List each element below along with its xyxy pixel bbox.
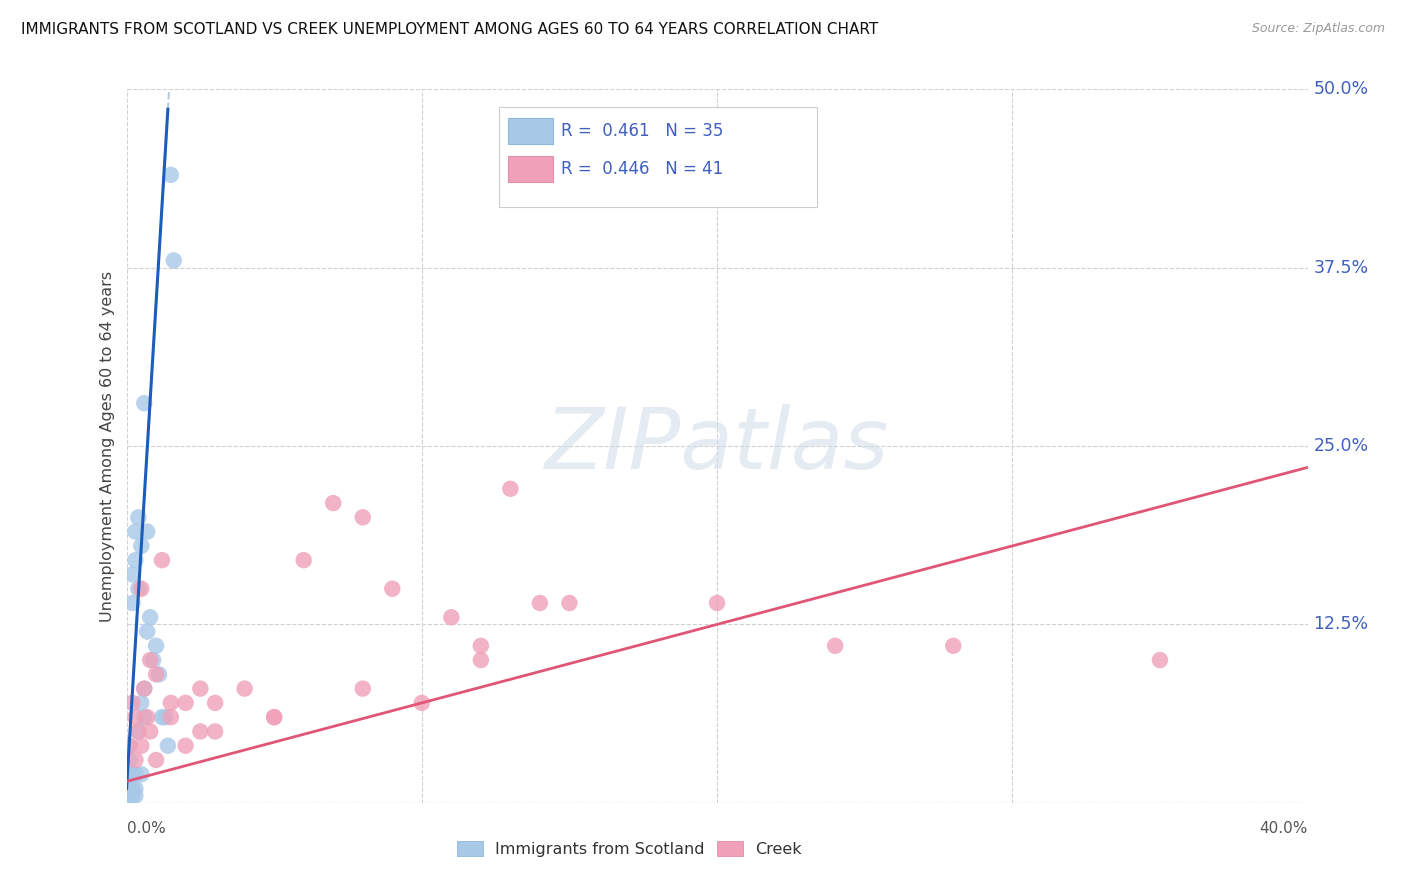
Point	[118, 753, 141, 767]
Point	[129, 539, 153, 553]
Point	[129, 767, 153, 781]
Point	[118, 781, 141, 796]
Point	[148, 667, 170, 681]
Text: 0.0%: 0.0%	[127, 821, 166, 836]
Point	[127, 724, 149, 739]
Point	[134, 396, 156, 410]
Point	[153, 710, 176, 724]
Point	[163, 253, 186, 268]
Point	[150, 710, 173, 724]
Point	[174, 739, 197, 753]
Point	[121, 767, 143, 781]
FancyBboxPatch shape	[499, 107, 817, 207]
Point	[322, 496, 344, 510]
Point	[139, 724, 162, 739]
Point	[121, 696, 143, 710]
Point	[124, 767, 146, 781]
Point	[139, 653, 162, 667]
Point	[558, 596, 581, 610]
Point	[136, 624, 159, 639]
Text: Creek: Creek	[755, 842, 801, 856]
Text: Immigrants from Scotland: Immigrants from Scotland	[495, 842, 704, 856]
Point	[706, 596, 728, 610]
Point	[134, 710, 156, 724]
Point	[134, 681, 156, 696]
Text: 50.0%: 50.0%	[1313, 80, 1368, 98]
Point	[381, 582, 404, 596]
Text: ZIPatlas: ZIPatlas	[546, 404, 889, 488]
Text: R =  0.446   N = 41: R = 0.446 N = 41	[561, 161, 724, 178]
Point	[470, 653, 492, 667]
Text: 37.5%: 37.5%	[1313, 259, 1368, 277]
Point	[129, 582, 153, 596]
Point	[124, 710, 146, 724]
Point	[134, 681, 156, 696]
Point	[145, 753, 167, 767]
FancyBboxPatch shape	[717, 840, 742, 856]
Point	[124, 781, 146, 796]
Point	[824, 639, 846, 653]
Point	[174, 696, 197, 710]
Point	[411, 696, 433, 710]
Point	[292, 553, 315, 567]
Point	[942, 639, 965, 653]
Text: 25.0%: 25.0%	[1313, 437, 1368, 455]
Point	[188, 724, 211, 739]
Point	[145, 667, 167, 681]
Point	[118, 789, 141, 803]
Point	[156, 739, 179, 753]
Point	[118, 767, 141, 781]
Point	[127, 724, 149, 739]
Point	[159, 168, 183, 182]
Point	[159, 710, 183, 724]
Point	[127, 582, 149, 596]
Point	[121, 781, 143, 796]
Y-axis label: Unemployment Among Ages 60 to 64 years: Unemployment Among Ages 60 to 64 years	[100, 270, 115, 622]
Point	[145, 639, 167, 653]
Point	[121, 567, 143, 582]
Point	[129, 696, 153, 710]
Point	[204, 724, 226, 739]
FancyBboxPatch shape	[457, 840, 484, 856]
Point	[121, 789, 143, 803]
Point	[124, 753, 146, 767]
Point	[204, 696, 226, 710]
FancyBboxPatch shape	[508, 119, 553, 145]
Point	[124, 789, 146, 803]
FancyBboxPatch shape	[508, 156, 553, 182]
Text: IMMIGRANTS FROM SCOTLAND VS CREEK UNEMPLOYMENT AMONG AGES 60 TO 64 YEARS CORRELA: IMMIGRANTS FROM SCOTLAND VS CREEK UNEMPL…	[21, 22, 879, 37]
Point	[127, 510, 149, 524]
Point	[159, 696, 183, 710]
Point	[1149, 653, 1171, 667]
Text: Source: ZipAtlas.com: Source: ZipAtlas.com	[1251, 22, 1385, 36]
Point	[470, 639, 492, 653]
Text: 12.5%: 12.5%	[1313, 615, 1368, 633]
Point	[499, 482, 522, 496]
Point	[118, 739, 141, 753]
Point	[263, 710, 285, 724]
Point	[150, 553, 173, 567]
Text: 40.0%: 40.0%	[1260, 821, 1308, 836]
Point	[136, 524, 159, 539]
Point	[124, 524, 146, 539]
Text: R =  0.461   N = 35: R = 0.461 N = 35	[561, 122, 724, 140]
Point	[352, 681, 374, 696]
Point	[129, 739, 153, 753]
Point	[440, 610, 463, 624]
Point	[529, 596, 551, 610]
Point	[124, 553, 146, 567]
Point	[188, 681, 211, 696]
Point	[121, 596, 143, 610]
Point	[118, 739, 141, 753]
Point	[142, 653, 165, 667]
Point	[263, 710, 285, 724]
Point	[139, 610, 162, 624]
Point	[233, 681, 256, 696]
Point	[352, 510, 374, 524]
Point	[136, 710, 159, 724]
